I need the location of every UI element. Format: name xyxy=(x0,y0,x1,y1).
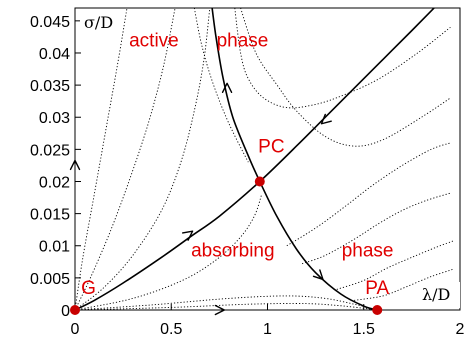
flow-arrow-up xyxy=(69,159,81,171)
x-tick-label: 1 xyxy=(263,321,272,338)
flow-arrow-right xyxy=(214,304,226,316)
fixed-point-g xyxy=(70,305,80,315)
flow-arrow-down-right xyxy=(312,269,324,281)
x-tick-label: 0 xyxy=(71,321,80,338)
flow-line xyxy=(75,295,378,310)
y-tick-label: 0.02 xyxy=(39,174,70,191)
flow-line xyxy=(193,8,249,163)
flow-line xyxy=(301,192,451,265)
xlabel-background xyxy=(418,282,460,308)
region-label: active xyxy=(129,31,179,52)
fixed-point-label: G xyxy=(81,278,96,299)
flow-arrow-up xyxy=(221,82,233,94)
flow-arrow-up-right xyxy=(181,230,194,241)
x-axis-ticks: 0 0.5 1 1.5 2 xyxy=(71,304,465,338)
flow-line xyxy=(75,8,211,310)
region-label: phase xyxy=(217,31,269,52)
y-axis-label: σ/D xyxy=(84,13,113,32)
y-axis-ticks: 0 0.005 0.01 0.015 0.02 0.025 0.03 0.035 0.04 0.0… xyxy=(30,14,81,320)
flow-lines xyxy=(75,8,455,310)
y-tick-label: 0 xyxy=(61,303,70,320)
flow-line xyxy=(75,8,128,310)
y-tick-label: 0.025 xyxy=(30,142,70,159)
flow-line xyxy=(240,8,451,147)
region-labels: active phase absorbing phase xyxy=(129,31,393,262)
x-axis-label: λ/D xyxy=(422,285,450,304)
flow-arrow-down-left xyxy=(320,113,332,125)
y-tick-label: 0.005 xyxy=(30,271,70,288)
flow-line xyxy=(336,240,455,290)
y-tick-label: 0.01 xyxy=(39,239,70,256)
y-tick-label: 0.045 xyxy=(30,14,70,31)
flow-line xyxy=(286,142,451,247)
fixed-points: G PC PA xyxy=(70,137,390,315)
region-label: phase xyxy=(342,241,394,262)
y-tick-label: 0.03 xyxy=(39,110,70,127)
x-tick-label: 0.5 xyxy=(160,321,182,338)
flow-line xyxy=(75,8,176,310)
flow-arrows xyxy=(69,82,332,316)
flow-line xyxy=(75,194,263,310)
flow-line xyxy=(234,8,451,109)
region-label: absorbing xyxy=(191,241,274,262)
y-tick-label: 0.04 xyxy=(39,46,70,63)
fixed-point-pa xyxy=(372,305,383,315)
fixed-point-pc xyxy=(254,176,265,187)
x-tick-label: 2 xyxy=(456,321,465,338)
y-tick-label: 0.035 xyxy=(30,78,70,95)
ylabel-background xyxy=(80,10,120,34)
x-tick-label: 1.5 xyxy=(353,321,375,338)
fixed-point-label: PA xyxy=(365,278,389,299)
flow-line xyxy=(354,268,455,301)
separatrix-line xyxy=(211,8,378,310)
y-tick-label: 0.015 xyxy=(30,207,70,224)
plot-frame xyxy=(74,7,461,311)
fixed-point-label: PC xyxy=(258,137,284,158)
